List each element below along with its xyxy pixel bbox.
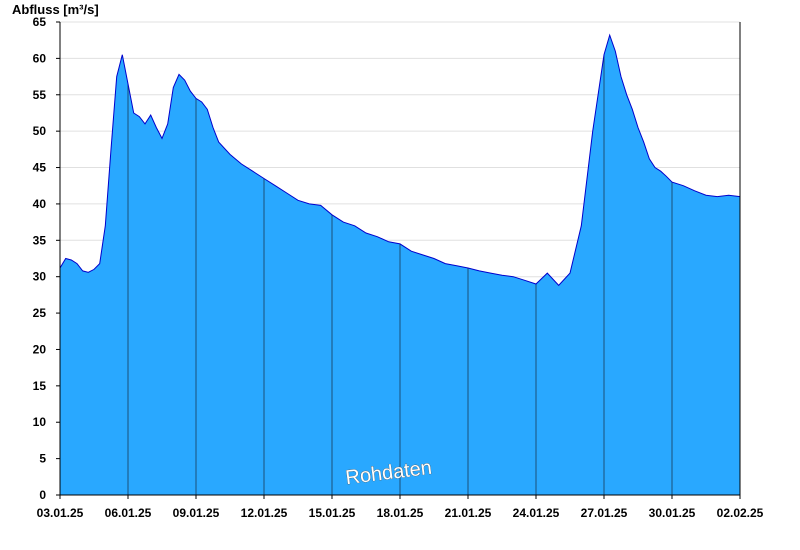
y-tick-label: 35 (33, 233, 47, 247)
y-tick-label: 55 (33, 88, 47, 102)
x-tick-label: 06.01.25 (105, 506, 152, 520)
y-tick-label: 60 (33, 51, 47, 65)
y-tick-label: 5 (39, 452, 46, 466)
x-tick-label: 18.01.25 (377, 506, 424, 520)
x-tick-label: 21.01.25 (445, 506, 492, 520)
y-axis-title: Abfluss [m³/s] (12, 2, 99, 17)
y-tick-label: 20 (33, 342, 47, 356)
y-tick-label: 15 (33, 379, 47, 393)
y-tick-label: 45 (33, 161, 47, 175)
x-tick-label: 27.01.25 (581, 506, 628, 520)
x-tick-label: 30.01.25 (649, 506, 696, 520)
y-tick-label: 30 (33, 270, 47, 284)
y-ticks: 0 5 10 15 20 25 30 35 40 45 50 55 60 65 (33, 15, 60, 502)
series-line (59, 33, 741, 287)
x-tick-label: 03.01.25 (37, 506, 84, 520)
x-tick-label: 02.02.25 (717, 506, 764, 520)
y-tick-label: 50 (33, 124, 47, 138)
y-tick-label: 0 (39, 488, 46, 502)
y-tick-label: 10 (33, 415, 47, 429)
x-tick-label: 09.01.25 (173, 506, 220, 520)
y-tick-label: 40 (33, 197, 47, 211)
x-tick-label: 15.01.25 (309, 506, 356, 520)
x-tick-label: 24.01.25 (513, 506, 560, 520)
y-tick-label: 65 (33, 15, 47, 29)
x-ticks: 03.01.25 06.01.25 09.01.25 12.01.25 15.01.25… (37, 495, 764, 520)
y-tick-label: 25 (33, 306, 47, 320)
day-lines (127, 54, 673, 495)
x-tick-label: 12.01.25 (241, 506, 288, 520)
